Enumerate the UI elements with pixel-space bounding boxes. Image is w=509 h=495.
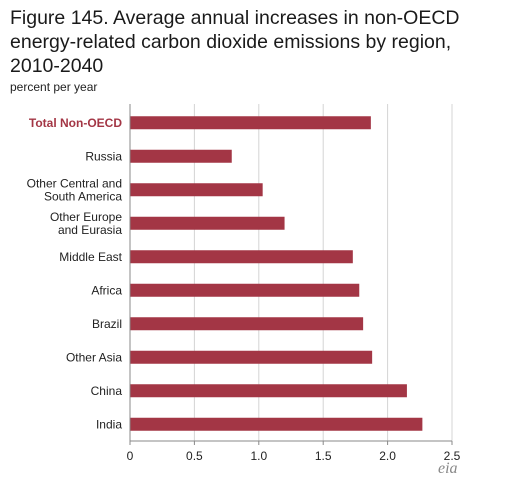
category-label: Other Europe and Eurasia: [50, 210, 122, 237]
bar-9: [130, 417, 423, 431]
x-tick-label: 0.5: [186, 449, 203, 463]
bar-1: [130, 149, 232, 163]
category-label: Russia: [85, 149, 122, 163]
category-label: Other Asia: [66, 350, 122, 364]
x-tick-label: 2.0: [379, 449, 396, 463]
category-label: Middle East: [59, 250, 122, 264]
bar-8: [130, 384, 407, 398]
bars: [130, 116, 423, 431]
x-tick-label: 0: [127, 449, 134, 463]
bar-0: [130, 116, 371, 130]
category-label: China: [91, 384, 123, 398]
category-label: Total Non-OECD: [29, 116, 122, 130]
x-tick-label: 1.5: [315, 449, 332, 463]
category-label: Africa: [91, 283, 122, 297]
chart-subtitle: percent per year: [10, 80, 98, 94]
bar-5: [130, 283, 360, 297]
x-tick-label: 1.0: [250, 449, 267, 463]
bar-4: [130, 250, 353, 264]
category-label: Other Central and South America: [27, 176, 123, 203]
bar-2: [130, 183, 263, 197]
category-labels: Total Non-OECD Russia Other Central and Sou…: [27, 116, 123, 432]
eia-logo: eia: [438, 460, 458, 477]
bar-6: [130, 317, 364, 331]
x-axis: 0 0.5 1.0 1.5 2.0 2.5: [127, 104, 461, 463]
bar-7: [130, 350, 373, 364]
bar-3: [130, 216, 285, 230]
category-label: Brazil: [92, 317, 122, 331]
category-label: India: [96, 417, 122, 431]
x-tick-label: 2.5: [444, 449, 461, 463]
chart-title: Figure 145. Average annual increases in …: [10, 7, 460, 77]
